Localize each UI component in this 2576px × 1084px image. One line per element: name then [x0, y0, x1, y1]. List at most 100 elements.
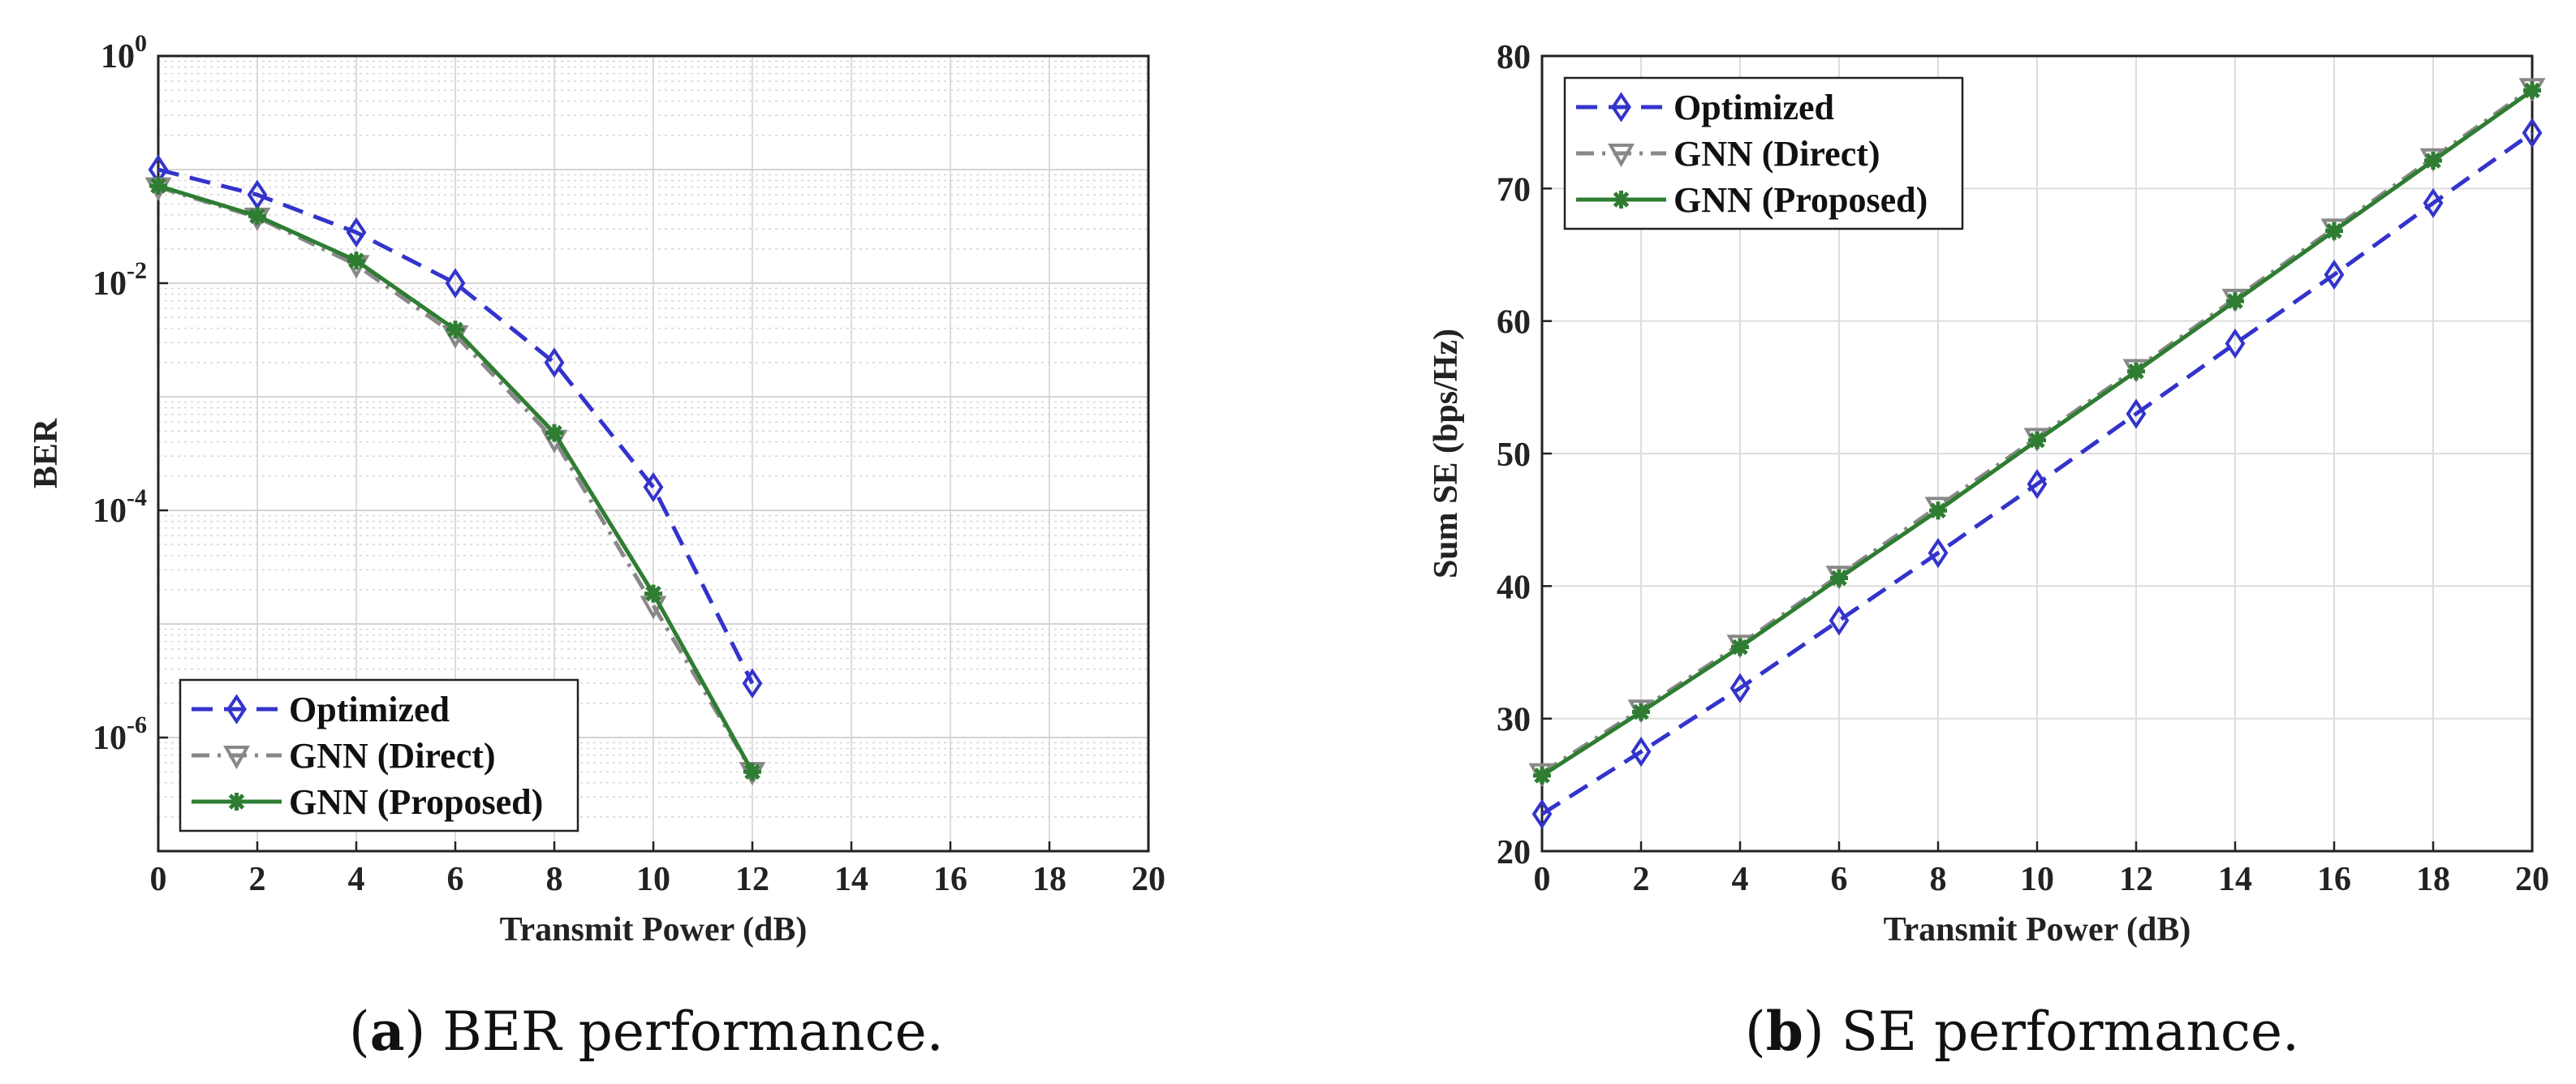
- chart0-series-2-point-1-stroke-3: [249, 208, 265, 225]
- chart1-series-0-point-8: [2324, 259, 2345, 290]
- chart1-x-tick-label-1: 2: [1633, 861, 1650, 898]
- chart0-series-2-point-0: [149, 176, 167, 195]
- chart0-x-tick-label-4: 8: [546, 861, 563, 898]
- chart1-series-2-point-1: [1632, 703, 1650, 721]
- chart1-series-2-point-7-stroke-3: [2227, 293, 2243, 309]
- chart1-series-2-point-10: [2523, 81, 2541, 100]
- chart1-series-2-point-6: [2127, 362, 2145, 381]
- chart0-series-2-point-2: [347, 252, 365, 270]
- chart1-series-2-point-8-stroke-3: [2326, 222, 2342, 239]
- chart1-series-2-point-6-stroke-3: [2128, 363, 2144, 380]
- chart1-legend: Optimized GNN (Direct) GNN (Proposed): [1563, 76, 1964, 230]
- chart0-series-0: [148, 154, 763, 699]
- chart0-x-tick-label-2: 4: [348, 861, 365, 898]
- chart1-series-0-point-3: [1829, 605, 1850, 636]
- chart1-series-0-point-0: [1531, 798, 1553, 829]
- chart0-series-2: [149, 176, 761, 781]
- chart0-legend-label-1: GNN (Direct): [289, 736, 496, 776]
- chart1-series-2-point-9-stroke-3: [2425, 153, 2441, 169]
- chart1-y-axis-label: Sum SE (bps/Hz): [1428, 329, 1465, 579]
- chart1-series-2-point-10-stroke-3: [2524, 82, 2540, 99]
- chart1-x-axis-label: Transmit Power (dB): [1884, 911, 2191, 948]
- chart0-legend-marker-2: [227, 793, 246, 811]
- chart1-series-2-point-2-stroke-3: [1732, 639, 1748, 656]
- caption-a-letter: a: [369, 1000, 405, 1063]
- chart1-x-tick-label-4: 8: [1930, 861, 1947, 898]
- caption-a-text: BER performance.: [442, 1000, 944, 1063]
- chart0-legend-label-2: GNN (Proposed): [289, 782, 543, 822]
- chart0-series-2-point-5-stroke-3: [645, 585, 661, 602]
- chart1-x-tick-label-2: 4: [1732, 861, 1749, 898]
- chart1-y-tick-label-1: 30: [1497, 702, 1531, 739]
- chart0-series-2-point-0-stroke-3: [150, 178, 166, 194]
- chart0-series-2-point-6-stroke-3: [744, 764, 760, 780]
- chart1-y-tick-label-0: 20: [1497, 834, 1531, 871]
- chart0-series-0-point-2: [346, 217, 367, 248]
- chart0-x-tick-label-5: 10: [636, 861, 670, 898]
- chart1-legend-label-1: GNN (Direct): [1674, 134, 1880, 174]
- chart1-series-2-point-7: [2226, 292, 2244, 311]
- chart1-y-tick-label-5: 70: [1497, 171, 1531, 209]
- chart1-series-0-point-5: [2027, 468, 2048, 500]
- chart0-series-2-point-5: [644, 584, 662, 603]
- chart1-series-2-point-5: [2028, 431, 2046, 450]
- chart1-x-tick-label-8: 16: [2317, 861, 2351, 898]
- chart1-series-2-point-0-stroke-3: [1534, 768, 1550, 784]
- chart0-x-tick-label-9: 18: [1032, 861, 1066, 898]
- chart1-series-2-point-1-stroke-3: [1633, 703, 1649, 721]
- chart1-legend-label-0: Optimized: [1674, 88, 1834, 127]
- chart0-x-tick-label-0: 0: [150, 861, 167, 898]
- chart1-series-2-point-3: [1830, 569, 1848, 587]
- chart0-legend-marker-0: [226, 694, 247, 725]
- chart0-x-axis-label: Transmit Power (dB): [500, 911, 808, 948]
- chart0-y-tick-label-1: 10-2: [93, 257, 147, 303]
- chart0-x-tick-label-8: 16: [933, 861, 967, 898]
- chart1-series-2-point-4-stroke-3: [1930, 502, 1946, 519]
- caption-b-letter: b: [1765, 1000, 1803, 1063]
- chart1-series-2-point-5-stroke-3: [2029, 432, 2045, 449]
- chart1-y-tick-label-4: 60: [1497, 304, 1531, 342]
- chart0-x-tick-label-6: 12: [735, 861, 769, 898]
- chart1-series-0-point-9: [2423, 187, 2444, 218]
- chart0-series-2-point-6: [743, 763, 761, 781]
- chart1-legend-marker-2: [1612, 191, 1630, 209]
- chart1-series-0-point-1: [1630, 736, 1652, 768]
- chart0-series-2-point-4-stroke-3: [546, 424, 562, 441]
- chart0-x-tick-label-7: 14: [834, 861, 868, 898]
- chart0-legend: Optimized GNN (Direct) GNN (Proposed): [179, 678, 579, 832]
- caption-b-text: SE performance.: [1841, 1000, 2300, 1063]
- chart1-series-0-point-7: [2225, 328, 2246, 359]
- caption-b: (b) SE performance.: [1745, 1000, 2300, 1063]
- chart1-series-0-line: [1540, 131, 2534, 816]
- chart0-series-0-point-3: [445, 268, 466, 299]
- chart0-x-tick-label-3: 6: [447, 861, 464, 898]
- chart1-x-tick-label-10: 20: [2515, 861, 2549, 898]
- chart0-series-2-point-4: [545, 424, 563, 442]
- chart0-legend-label-0: Optimized: [289, 690, 450, 729]
- chart0-series-2-point-3-stroke-3: [447, 321, 463, 338]
- chart1-y-tick-label-2: 40: [1497, 569, 1531, 606]
- chart1-y-tick-label-6: 80: [1497, 39, 1531, 76]
- chart1-series-2-point-9: [2424, 152, 2442, 170]
- chart1-x-tick-label-0: 0: [1534, 861, 1551, 898]
- chart1-legend-marker-1: [1608, 144, 1635, 168]
- chart0-y-tick-label-2: 10-4: [93, 484, 147, 530]
- chart0-series-0-line: [157, 167, 755, 685]
- chart0-y-axis-label: BER: [28, 418, 65, 488]
- chart1-x-tick-label-6: 12: [2119, 861, 2153, 898]
- chart1-legend-marker-2-stroke-3: [1613, 191, 1630, 208]
- chart1-series-2-point-2: [1731, 638, 1749, 656]
- chart1-series-0-point-2: [1730, 673, 1751, 703]
- chart1-legend-label-2: GNN (Proposed): [1674, 180, 1928, 220]
- chart1-x-tick-label-9: 18: [2416, 861, 2450, 898]
- chart1-series-2: [1533, 81, 2541, 785]
- chart0-x-tick-label-10: 20: [1131, 861, 1165, 898]
- chart1-series-0-point-10: [2522, 118, 2543, 148]
- chart1-series-0-point-6: [2126, 398, 2147, 429]
- chart1-series-0-point-4: [1928, 537, 1949, 569]
- chart1-x-tick-label-5: 10: [2020, 861, 2054, 898]
- chart1-series-2-point-3-stroke-3: [1831, 570, 1847, 587]
- chart1-series-2-point-4: [1929, 501, 1947, 520]
- chart1-x-tick-label-7: 14: [2218, 861, 2252, 898]
